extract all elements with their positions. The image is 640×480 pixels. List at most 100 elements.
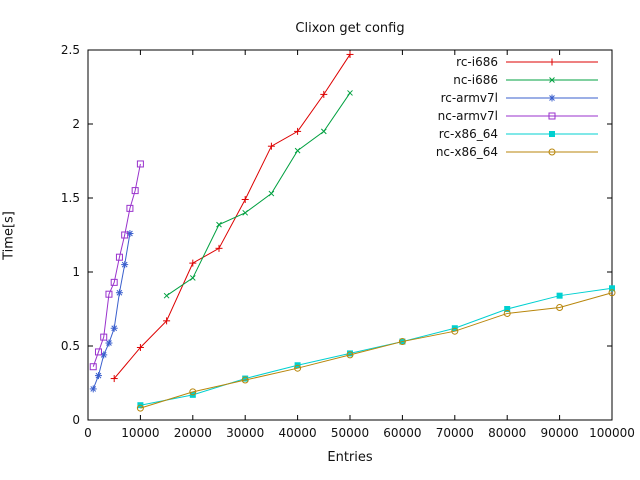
chart-title: Clixon get config xyxy=(295,21,405,36)
square-open-marker xyxy=(100,333,108,341)
legend-label: rc-x86_64 xyxy=(439,127,498,141)
square-filled-marker xyxy=(556,292,563,299)
x-tick-label: 70000 xyxy=(436,426,474,440)
y-tick-label: 1 xyxy=(72,265,80,279)
square-filled-marker xyxy=(549,131,555,137)
asterisk-marker xyxy=(548,94,556,102)
asterisk-marker xyxy=(105,339,113,347)
series-rc-x86_64 xyxy=(137,285,615,409)
legend-entry-nc-i686: nc-i686 xyxy=(453,73,598,87)
x-tick-label: 0 xyxy=(84,426,92,440)
plus-marker xyxy=(241,195,249,203)
legend-entry-rc-x86_64: rc-x86_64 xyxy=(439,127,598,141)
y-axis-label: Time[s] xyxy=(1,211,17,260)
series-nc-x86_64 xyxy=(136,289,616,412)
circle-open-marker xyxy=(346,351,354,359)
y-ticks xyxy=(88,49,612,421)
circle-open-marker xyxy=(398,338,406,346)
legend: rc-i686 nc-i686 rc-armv7l nc-armv7l rc-x86_6… xyxy=(436,55,598,159)
cross-marker xyxy=(163,292,170,299)
cross-marker xyxy=(347,90,353,96)
series-nc-armv7l xyxy=(89,160,144,371)
y-tick-label: 0.5 xyxy=(61,339,80,353)
plot-border xyxy=(87,49,613,421)
legend-label: nc-armv7l xyxy=(438,109,498,123)
circle-open-marker xyxy=(608,289,616,297)
legend-label: nc-i686 xyxy=(453,73,498,87)
square-open-marker xyxy=(131,187,139,195)
cross-marker xyxy=(242,209,249,216)
asterisk-marker xyxy=(110,324,118,332)
legend-entry-nc-armv7l: nc-armv7l xyxy=(438,109,598,123)
plus-marker xyxy=(110,375,118,383)
legend-label: rc-i686 xyxy=(456,55,498,69)
square-open-marker xyxy=(121,231,129,239)
series-line xyxy=(113,54,351,379)
asterisk-marker xyxy=(89,385,97,393)
circle-open-marker xyxy=(189,388,197,396)
cross-marker xyxy=(216,221,222,228)
cross-marker xyxy=(320,128,327,135)
series-rc-armv7l xyxy=(89,230,134,393)
square-open-marker xyxy=(136,160,144,168)
cross-marker xyxy=(268,190,275,197)
y-tick-label: 0 xyxy=(72,413,80,427)
series-line xyxy=(92,233,131,390)
series-line xyxy=(92,163,141,367)
cross-marker xyxy=(294,147,301,154)
plus-marker xyxy=(136,343,144,351)
asterisk-marker xyxy=(121,261,129,269)
legend-entry-rc-armv7l: rc-armv7l xyxy=(441,91,598,105)
plus-marker xyxy=(189,259,197,267)
asterisk-marker xyxy=(115,289,123,297)
plus-marker xyxy=(163,317,171,325)
plus-marker xyxy=(548,58,556,66)
series-line xyxy=(166,92,351,297)
cross-marker xyxy=(189,275,196,281)
square-filled-marker xyxy=(347,350,353,357)
cross-marker xyxy=(549,77,555,83)
square-open-marker xyxy=(94,348,102,356)
y-tick-label: 2.5 xyxy=(61,43,80,57)
x-tick-label: 60000 xyxy=(383,426,421,440)
plus-marker xyxy=(294,127,302,135)
x-tick-label: 10000 xyxy=(121,426,159,440)
square-filled-marker xyxy=(242,375,249,382)
legend-entry-nc-x86_64: nc-x86_64 xyxy=(436,145,598,159)
x-tick-label: 30000 xyxy=(226,426,264,440)
series-rc-i686 xyxy=(110,50,354,383)
x-tick-label: 90000 xyxy=(541,426,579,440)
plus-marker xyxy=(346,50,354,58)
square-open-marker xyxy=(105,290,113,298)
square-open-marker xyxy=(110,278,118,286)
circle-open-marker xyxy=(241,376,249,384)
plus-marker xyxy=(320,90,328,98)
x-tick-label: 80000 xyxy=(488,426,526,440)
circle-open-marker xyxy=(294,364,302,372)
square-open-marker xyxy=(126,204,134,212)
legend-entry-rc-i686: rc-i686 xyxy=(456,55,598,69)
x-tick-label: 40000 xyxy=(279,426,317,440)
circle-open-marker xyxy=(136,404,144,412)
circle-open-marker xyxy=(451,327,459,335)
series-nc-i686 xyxy=(163,90,353,299)
plus-marker xyxy=(267,142,275,150)
x-tick-label: 50000 xyxy=(331,426,369,440)
circle-open-marker xyxy=(556,304,564,312)
asterisk-marker xyxy=(94,372,102,380)
y-tick-label: 2 xyxy=(72,117,80,131)
square-open-marker xyxy=(548,112,556,120)
circle-open-marker xyxy=(503,309,511,317)
x-axis-label: Entries xyxy=(327,450,373,465)
legend-label: rc-armv7l xyxy=(441,91,498,105)
legend-label: nc-x86_64 xyxy=(436,145,498,159)
series-line xyxy=(140,287,613,406)
x-tick-label: 20000 xyxy=(174,426,212,440)
square-filled-marker xyxy=(609,285,615,292)
square-filled-marker xyxy=(504,306,511,312)
square-open-marker xyxy=(115,253,123,261)
square-open-marker xyxy=(89,363,97,371)
x-tick-label: 100000 xyxy=(589,426,635,440)
